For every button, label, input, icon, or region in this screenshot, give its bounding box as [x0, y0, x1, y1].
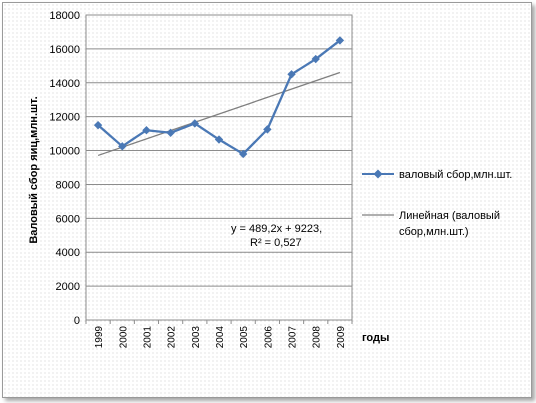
series-layer [93, 36, 345, 159]
y-tick-label: 12000 [49, 112, 80, 124]
trendline [97, 71, 341, 157]
x-tick-label: 2000 [118, 326, 129, 349]
y-tick-label: 10000 [49, 146, 80, 158]
data-point [214, 135, 224, 144]
x-tick-label: 1999 [94, 326, 105, 349]
data-point [238, 149, 248, 159]
legend-series-label: валовый сбор,млн.шт. [399, 169, 512, 181]
y-tick-label: 18000 [49, 10, 80, 22]
x-axis-ticks: 1999 2000 2001 2002 2003 2004 2005 2006 2007 2008… [85, 320, 353, 349]
plot-area-border [85, 14, 353, 321]
y-tick-label: 16000 [49, 44, 80, 56]
data-point [335, 36, 345, 45]
data-point [166, 128, 175, 137]
x-tick-label: 2006 [263, 326, 274, 349]
data-point [287, 70, 296, 79]
data-point [190, 119, 200, 128]
y-tick-label: 6000 [56, 213, 80, 225]
legend-trend-label-line-1: Линейная (валовый [399, 210, 500, 222]
y-axis-title: Валовый сбор яиц,млн.шт. [28, 96, 40, 243]
x-tick-label: 2005 [239, 326, 250, 349]
legend-trend-label: Линейная (валовый сбор,млн.шт.) [399, 210, 503, 238]
trendline-equation: y = 489,2x + 9223, R² = 0,527 [231, 223, 322, 249]
x-tick-label: 2001 [142, 326, 153, 349]
y-tick-label: 8000 [56, 179, 80, 191]
y-tick-label: 2000 [56, 281, 80, 293]
trend-equation-line-1: y = 489,2x + 9223, [231, 223, 322, 235]
legend-series-marker [373, 169, 383, 179]
chart-frame [2, 2, 532, 398]
y-tick-label: 0 [74, 315, 80, 327]
y-tick-label: 4000 [56, 247, 80, 259]
x-tick-label: 2008 [312, 326, 323, 349]
x-axis-title: годы [362, 332, 389, 344]
data-point [93, 120, 103, 130]
data-point [311, 54, 320, 64]
data-point [142, 126, 151, 135]
data-point [263, 125, 272, 134]
y-axis-ticks: 0 2000 4000 6000 8000 10000 12000 14000 16000 180… [49, 10, 80, 327]
data-point [118, 142, 127, 151]
x-tick-label: 2004 [215, 326, 226, 349]
y-tick-label: 14000 [49, 78, 80, 90]
trendline-layer [97, 71, 341, 157]
legend: валовый сбор,млн.шт. Линейная (валовый с… [362, 169, 512, 238]
trend-equation-line-2: R² = 0,527 [250, 237, 302, 249]
x-tick-label: 2009 [336, 326, 347, 349]
x-tick-label: 2002 [167, 326, 178, 349]
x-tick-label: 2003 [191, 326, 202, 349]
legend-trend-label-line-2: сбор,млн.шт.) [399, 226, 469, 238]
x-tick-label: 2007 [288, 326, 299, 349]
